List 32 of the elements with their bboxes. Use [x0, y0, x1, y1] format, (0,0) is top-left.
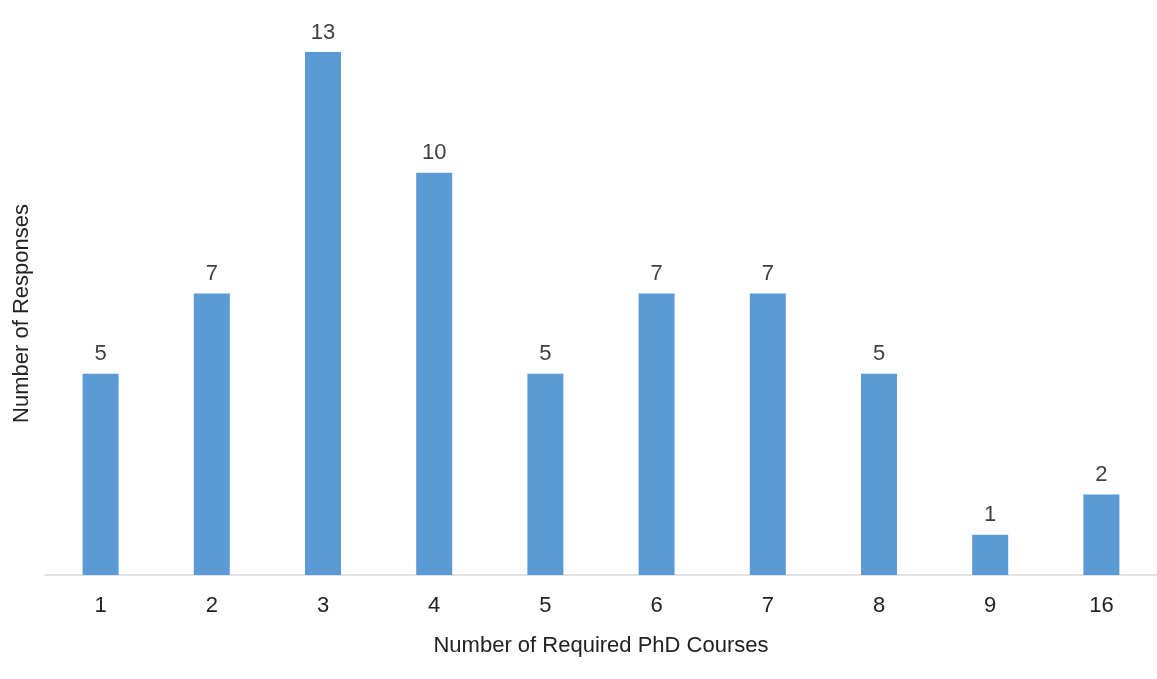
x-tick-label: 6 — [650, 591, 663, 617]
bar — [861, 373, 897, 575]
x-tick-label: 7 — [761, 591, 774, 617]
x-tick-label: 8 — [872, 591, 886, 617]
bar — [749, 293, 786, 575]
x-tick-label: 16 — [1089, 591, 1114, 617]
data-label: 5 — [872, 340, 886, 366]
bar — [1083, 494, 1120, 575]
x-tick-label: 3 — [316, 591, 330, 617]
bar — [972, 534, 1009, 575]
bar — [82, 373, 119, 575]
data-label: 7 — [761, 259, 774, 285]
data-label: 1 — [984, 501, 997, 527]
bar — [305, 52, 341, 575]
data-label: 5 — [94, 340, 107, 366]
x-tick-label: 9 — [984, 591, 997, 617]
x-tick-label: 1 — [94, 591, 107, 617]
bar — [638, 293, 675, 575]
x-tick-label: 2 — [205, 591, 218, 617]
x-tick-label: 4 — [428, 591, 441, 617]
data-label: 5 — [539, 340, 552, 366]
x-tick-label: 5 — [539, 591, 552, 617]
bar — [193, 293, 230, 575]
y-axis-title: Number of Responses — [7, 204, 33, 423]
bar — [527, 373, 564, 575]
bar — [416, 172, 453, 575]
data-label: 13 — [310, 18, 336, 44]
data-label: 7 — [205, 259, 218, 285]
data-label: 2 — [1095, 461, 1108, 487]
data-label: 7 — [650, 259, 663, 285]
data-label: 10 — [421, 139, 447, 165]
x-axis-title: Number of Required PhD Courses — [433, 631, 769, 657]
